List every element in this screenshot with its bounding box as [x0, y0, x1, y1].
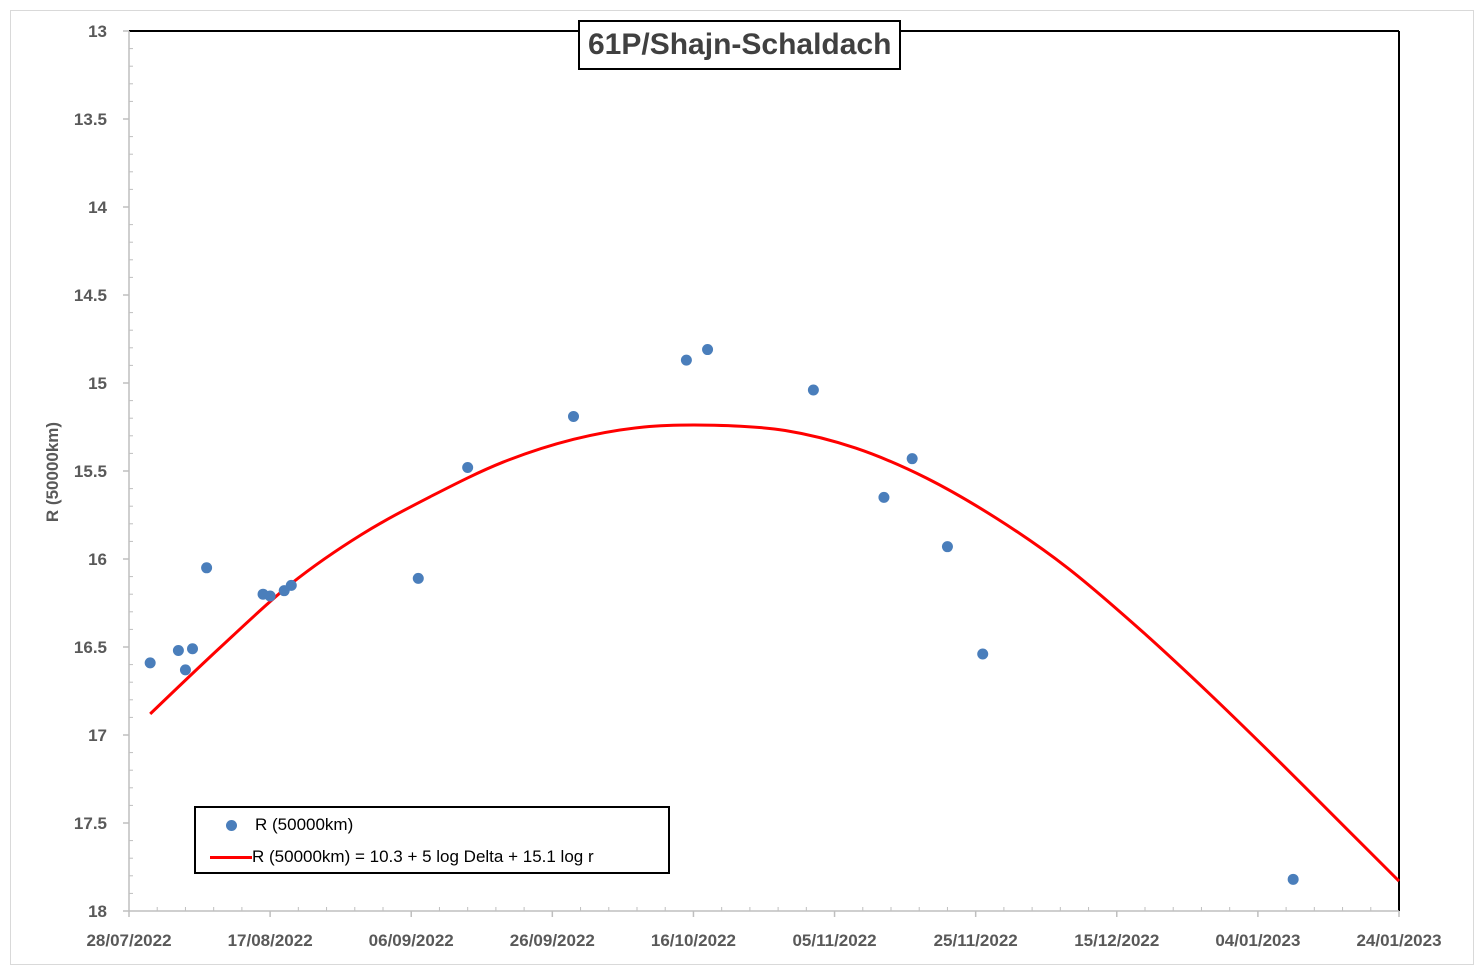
- x-tick-label: 05/11/2022: [792, 931, 876, 950]
- fit-curve-layer: [149, 423, 1401, 883]
- data-point: [977, 648, 989, 660]
- data-point: [680, 354, 692, 366]
- x-tick-label: 28/07/2022: [86, 931, 171, 950]
- data-point: [941, 541, 953, 553]
- data-point: [462, 461, 474, 473]
- data-point: [201, 562, 213, 574]
- data-point: [807, 384, 819, 396]
- x-tick-label: 25/11/2022: [934, 931, 1018, 950]
- legend: R (50000km) R (50000km) = 10.3 + 5 log D…: [194, 806, 670, 874]
- data-point: [264, 590, 276, 602]
- data-point: [702, 344, 714, 356]
- y-tick-label: 16.5: [74, 638, 107, 657]
- data-point: [878, 491, 890, 503]
- data-point: [187, 643, 198, 655]
- legend-label-observations: R (50000km): [255, 815, 354, 834]
- data-point: [285, 579, 297, 591]
- x-tick-label: 24/01/2023: [1356, 931, 1441, 950]
- data-point: [568, 410, 579, 422]
- y-tick-label: 15.5: [74, 462, 107, 481]
- x-tick-label: 15/12/2022: [1074, 931, 1159, 950]
- data-point: [1287, 873, 1299, 885]
- data-point: [172, 645, 184, 657]
- x-tick-label: 26/09/2022: [510, 931, 595, 950]
- legend-marker-dot: [226, 819, 237, 831]
- data-point: [144, 657, 156, 669]
- fit-curve: [149, 423, 1401, 883]
- legend-item-observations: R (50000km): [196, 812, 353, 838]
- data-point: [906, 453, 918, 465]
- legend-label-fit: R (50000km) = 10.3 + 5 log Delta + 15.1 …: [252, 847, 594, 866]
- data-point: [412, 572, 424, 584]
- y-tick-label: 17: [88, 726, 107, 745]
- data-points-layer: [144, 344, 1299, 885]
- y-tick-label: 15: [88, 374, 107, 393]
- x-tick-label: 04/01/2023: [1215, 931, 1300, 950]
- chart-title: 61P/Shajn-Schaldach: [578, 20, 902, 70]
- y-tick-label: 17.5: [74, 814, 107, 833]
- y-tick-label: 13.5: [74, 110, 107, 129]
- y-axis-title: R (50000km): [43, 422, 62, 522]
- y-tick-label: 16: [88, 550, 107, 569]
- legend-item-fit: R (50000km) = 10.3 + 5 log Delta + 15.1 …: [196, 844, 594, 870]
- x-tick-label: 06/09/2022: [369, 931, 454, 950]
- y-tick-label: 14.5: [74, 286, 107, 305]
- y-tick-label: 13: [88, 22, 107, 41]
- y-tick-label: 14: [88, 198, 107, 217]
- data-point: [179, 664, 191, 676]
- chart-frame: [10, 10, 1474, 965]
- legend-marker-line: [210, 855, 252, 859]
- x-tick-label: 16/10/2022: [651, 931, 736, 950]
- axes: 13 13.5 14 14.5 15 15.5 16 16.5 17 17.5 18 28/07/20…: [74, 22, 1442, 950]
- y-tick-label: 18: [88, 902, 107, 921]
- x-tick-label: 17/08/2022: [228, 931, 313, 950]
